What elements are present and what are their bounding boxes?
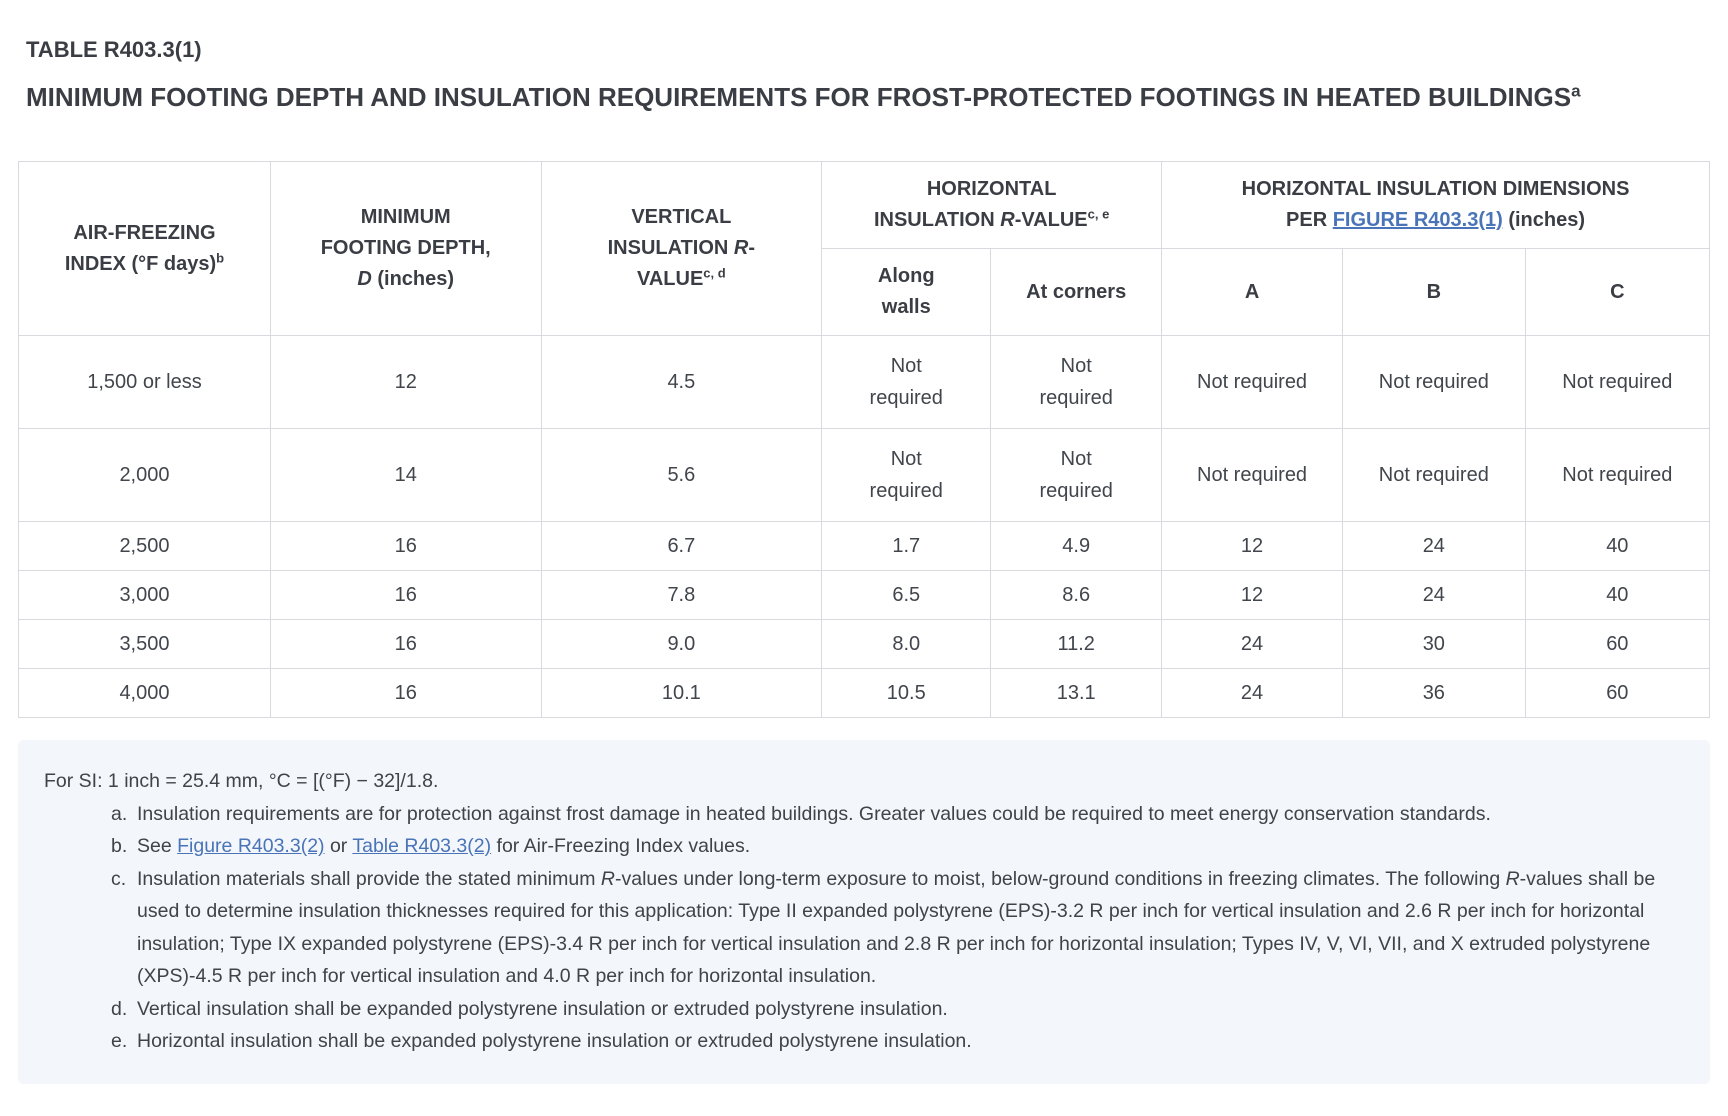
cell-dimension-a: 12 bbox=[1161, 521, 1343, 572]
figure-r403-3-1-link[interactable]: FIGURE R403.3(1) bbox=[1332, 209, 1503, 232]
notes-panel: For SI: 1 inch = 25.4 mm, °C = [(°F) − 3… bbox=[18, 740, 1710, 1084]
cell-footing-depth: 16 bbox=[269, 521, 542, 572]
cell-at-corners: 4.9 bbox=[990, 521, 1163, 572]
table-caption-title: MINIMUM FOOTING DEPTH AND INSULATION REQ… bbox=[26, 80, 1581, 112]
table-r403-3-2-link[interactable]: Table R403.3(2) bbox=[352, 835, 492, 858]
footnote-text: Horizontal insulation shall be expanded … bbox=[137, 1030, 972, 1053]
table-row: 2,500 16 6.7 1.7 4.9 12 24 40 bbox=[18, 521, 1711, 572]
cell-dimension-b: 36 bbox=[1342, 668, 1526, 719]
footnote-label: c. bbox=[111, 867, 127, 890]
table-number-title: TABLE R403.3(1) bbox=[26, 37, 202, 62]
col-header-dimension-a: A bbox=[1161, 248, 1343, 337]
cell-vertical-r-value: 10.1 bbox=[540, 668, 823, 719]
cell-at-corners: Not required bbox=[990, 428, 1163, 523]
cell-along-walls: 1.7 bbox=[821, 521, 992, 572]
cell-dimension-b: 24 bbox=[1342, 570, 1526, 621]
cell-dimension-a: 12 bbox=[1161, 570, 1343, 621]
col-header-air-freezing-index: AIR-FREEZING INDEX (°F days)b bbox=[18, 161, 271, 337]
cell-air-freezing-index: 3,000 bbox=[18, 570, 271, 621]
col-header-at-corners: At corners bbox=[990, 248, 1163, 337]
footnote-c: c. Insulation materials shall provide th… bbox=[44, 863, 1684, 993]
cell-dimension-b: 24 bbox=[1342, 521, 1526, 572]
col-header-along-walls: Along walls bbox=[821, 248, 992, 337]
cell-along-walls: 8.0 bbox=[821, 619, 992, 670]
col-header-minimum-footing-depth: MINIMUM FOOTING DEPTH, D (inches) bbox=[269, 161, 542, 337]
cell-dimension-a: 24 bbox=[1161, 668, 1343, 719]
cell-footing-depth: 12 bbox=[269, 335, 542, 430]
cell-vertical-r-value: 5.6 bbox=[540, 428, 823, 523]
cell-air-freezing-index: 1,500 or less bbox=[18, 335, 271, 430]
cell-dimension-c: Not required bbox=[1524, 428, 1711, 523]
cell-dimension-c: Not required bbox=[1524, 335, 1711, 430]
cell-footing-depth: 16 bbox=[269, 619, 542, 670]
footnote-text: See Figure R403.3(2) or Table R403.3(2) … bbox=[137, 835, 751, 858]
col-header-dimension-b: B bbox=[1342, 248, 1526, 337]
cell-air-freezing-index: 3,500 bbox=[18, 619, 271, 670]
footnote-e: e. Horizontal insulation shall be expand… bbox=[44, 1025, 1684, 1058]
footnote-text: Insulation materials shall provide the s… bbox=[137, 867, 1656, 988]
cell-air-freezing-index: 2,000 bbox=[18, 428, 271, 523]
table-row: 3,500 16 9.0 8.0 11.2 24 30 60 bbox=[18, 619, 1711, 670]
cell-vertical-r-value: 6.7 bbox=[540, 521, 823, 572]
header-row-groups: AIR-FREEZING INDEX (°F days)b MINIMUM FO… bbox=[18, 161, 1710, 337]
cell-dimension-c: 60 bbox=[1524, 668, 1711, 719]
cell-vertical-r-value: 9.0 bbox=[540, 619, 823, 670]
table-row: 4,000 16 10.1 10.5 13.1 24 36 60 bbox=[18, 668, 1711, 719]
header-row-subcolumns: Along walls At corners A B C bbox=[19, 248, 1711, 337]
footing-requirements-table: AIR-FREEZING INDEX (°F days)b MINIMUM FO… bbox=[18, 161, 1711, 719]
footnote-d: d. Vertical insulation shall be expanded… bbox=[44, 993, 1684, 1026]
footnote-a: a. Insulation requirements are for prote… bbox=[44, 798, 1684, 831]
cell-vertical-r-value: 4.5 bbox=[540, 335, 823, 430]
cell-footing-depth: 16 bbox=[269, 570, 542, 621]
footnote-label: a. bbox=[111, 802, 128, 825]
cell-at-corners: Not required bbox=[990, 335, 1163, 430]
col-header-dimension-c: C bbox=[1524, 248, 1711, 337]
cell-dimension-a: 24 bbox=[1161, 619, 1343, 670]
footnote-text: Insulation requirements are for protecti… bbox=[137, 802, 1491, 825]
cell-dimension-b: 30 bbox=[1342, 619, 1526, 670]
cell-dimension-a: Not required bbox=[1161, 335, 1343, 430]
footnote-label: d. bbox=[111, 997, 128, 1020]
footnote-label: b. bbox=[111, 835, 128, 858]
footnote-text: Vertical insulation shall be expanded po… bbox=[137, 997, 948, 1020]
col-header-vertical-insulation-r-value: VERTICAL INSULATION R-VALUEc, d bbox=[540, 161, 823, 337]
footnote-label: e. bbox=[111, 1030, 128, 1053]
figure-r403-3-2-link[interactable]: Figure R403.3(2) bbox=[177, 835, 325, 858]
table-row: 1,500 or less 12 4.5 Not required Not re… bbox=[18, 335, 1711, 430]
table-row: 2,000 14 5.6 Not required Not required N… bbox=[18, 428, 1711, 523]
cell-at-corners: 11.2 bbox=[990, 619, 1163, 670]
cell-footing-depth: 16 bbox=[269, 668, 542, 719]
cell-dimension-c: 40 bbox=[1524, 570, 1711, 621]
cell-at-corners: 13.1 bbox=[990, 668, 1163, 719]
cell-vertical-r-value: 7.8 bbox=[540, 570, 823, 621]
cell-air-freezing-index: 4,000 bbox=[18, 668, 271, 719]
cell-dimension-a: Not required bbox=[1161, 428, 1343, 523]
cell-dimension-c: 60 bbox=[1524, 619, 1711, 670]
group-header-horizontal-insulation-r-value: HORIZONTAL INSULATION R-VALUEc, e bbox=[821, 161, 1163, 250]
cell-dimension-b: Not required bbox=[1342, 428, 1526, 523]
cell-footing-depth: 14 bbox=[269, 428, 542, 523]
cell-along-walls: 6.5 bbox=[821, 570, 992, 621]
cell-dimension-c: 40 bbox=[1524, 521, 1711, 572]
cell-air-freezing-index: 2,500 bbox=[18, 521, 271, 572]
group-header-horizontal-insulation-dimensions: HORIZONTAL INSULATION DIMENSIONS PER FIG… bbox=[1161, 161, 1710, 250]
si-conversion-note: For SI: 1 inch = 25.4 mm, °C = [(°F) − 3… bbox=[44, 770, 439, 793]
cell-along-walls: 10.5 bbox=[821, 668, 992, 719]
cell-along-walls: Not required bbox=[821, 428, 992, 523]
cell-at-corners: 8.6 bbox=[990, 570, 1163, 621]
table-row: 3,000 16 7.8 6.5 8.6 12 24 40 bbox=[18, 570, 1711, 621]
cell-dimension-b: Not required bbox=[1342, 335, 1526, 430]
footnote-b: b. See Figure R403.3(2) or Table R403.3(… bbox=[44, 830, 1684, 863]
cell-along-walls: Not required bbox=[821, 335, 992, 430]
